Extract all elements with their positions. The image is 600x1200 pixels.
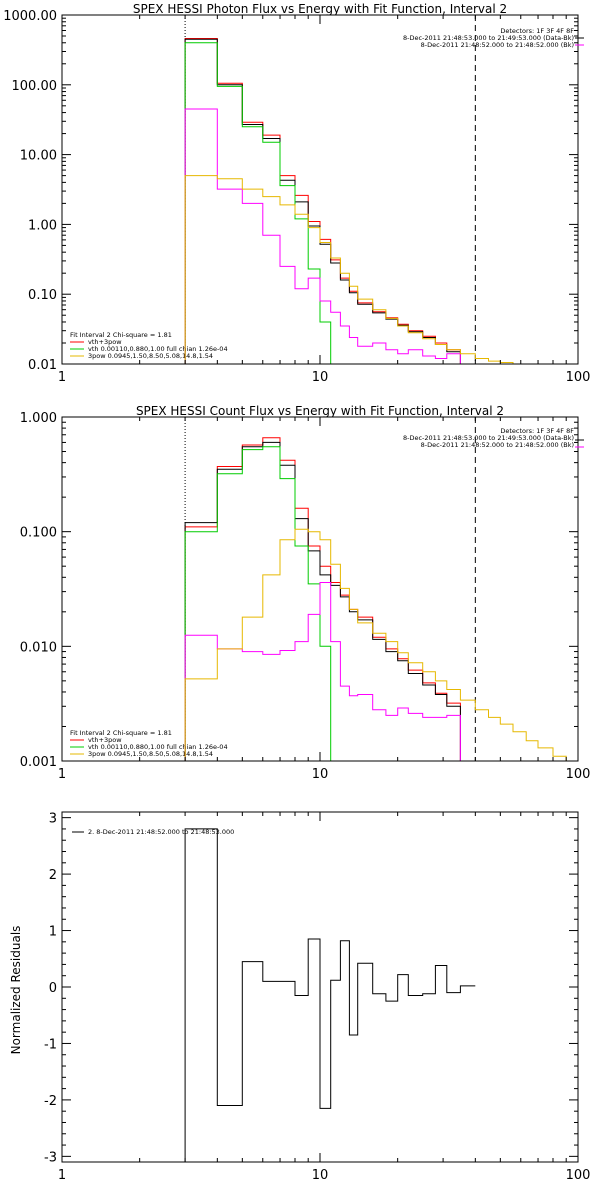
fit-line: vth 0.00110,0.880,1.00 full chian 1.26e-… [88, 345, 228, 353]
y-tick-label: 2 [49, 868, 57, 883]
y-tick-label: 10.00 [20, 149, 57, 164]
y-tick-label: 100.00 [12, 79, 58, 94]
y-tick-label: 1000.00 [3, 9, 57, 24]
series-line-2 [184, 446, 341, 761]
series-line-0 [184, 38, 461, 364]
y-tick-label: -2 [44, 1094, 57, 1109]
y-tick-label: 1 [49, 925, 57, 940]
fit-line: vth+3pow [88, 736, 122, 744]
x-tick-label: 1 [58, 370, 66, 385]
series-line-4 [184, 175, 567, 364]
series-line-2 [184, 42, 341, 364]
count-flux-panel: SPEX HESSI Count Flux vs Energy with Fit… [20, 404, 591, 782]
y-tick-label: 0 [49, 981, 57, 996]
y-tick-label: 0.010 [20, 640, 57, 655]
x-tick-label: 1 [58, 767, 66, 782]
residuals-panel: Normalized Residuals 2. 8-Dec-2011 21:48… [9, 811, 591, 1183]
x-tick-label: 100 [566, 1168, 591, 1183]
fit-line: vth 0.00110,0.880,1.00 full chian 1.26e-… [88, 743, 228, 751]
count-fit-legend: Fit Interval 2 Chi-square = 1.81 vth+3po… [70, 729, 228, 758]
series-line-1 [184, 38, 461, 364]
photon-fit-legend: Fit Interval 2 Chi-square = 1.81 vth+3po… [70, 331, 228, 360]
residuals-legend: 2. 8-Dec-2011 21:48:52.000 to 21:48:53.0… [88, 828, 234, 836]
series-line-3 [184, 582, 461, 761]
fit-line: Fit Interval 2 Chi-square = 1.81 [70, 729, 172, 737]
y-tick-label: 1.000 [20, 411, 57, 426]
series-group [184, 417, 578, 761]
header-line: Detectors: 1F 3F 4F 8F [500, 427, 574, 435]
series-line-0 [184, 828, 476, 1162]
y-tick-label: 0.10 [28, 288, 57, 303]
count-flux-title: SPEX HESSI Count Flux vs Energy with Fit… [136, 404, 504, 418]
series-group [184, 15, 567, 364]
y-tick-label: 3 [49, 812, 57, 827]
series-line-4 [184, 528, 578, 761]
x-tick-label: 10 [312, 767, 329, 782]
y-tick-label: 0.001 [20, 755, 57, 770]
x-tick-label: 1 [58, 1168, 66, 1183]
fit-line: 3pow 0.0945,1.50,8.50,5.08,14.8,1.54 [88, 750, 213, 758]
photon-flux-panel: SPEX HESSI Photon Flux vs Energy with Fi… [3, 2, 590, 385]
series-line-0 [184, 437, 461, 761]
series-line-3 [184, 108, 461, 364]
series-group [184, 828, 476, 1162]
photon-flux-title: SPEX HESSI Photon Flux vs Energy with Fi… [133, 2, 507, 16]
header-line: 8-Dec-2011 21:48:53.000 to 21:49:53.000 … [403, 434, 574, 442]
y-tick-label: -1 [44, 1037, 57, 1052]
y-tick-label: 0.01 [28, 358, 57, 373]
count-header-block: Detectors: 1F 3F 4F 8F 8-Dec-2011 21:48:… [403, 427, 574, 449]
x-tick-label: 10 [312, 370, 329, 385]
y-tick-label: -3 [44, 1150, 57, 1165]
header-line: 8-Dec-2011 21:48:52.000 to 21:48:52.000 … [421, 41, 574, 49]
fit-line: vth+3pow [88, 338, 122, 346]
x-tick-label: 10 [312, 1168, 329, 1183]
y-tick-label: 1.00 [28, 218, 57, 233]
y-tick-label: 0.100 [20, 526, 57, 541]
header-line: Detectors: 1F 3F 4F 8F [500, 27, 574, 35]
fit-line: Fit Interval 2 Chi-square = 1.81 [70, 331, 172, 339]
series-line-1 [184, 441, 461, 761]
residuals-ylabel: Normalized Residuals [9, 926, 23, 1055]
fit-line: 3pow 0.0945,1.50,8.50,5.08,14.8,1.54 [88, 352, 213, 360]
x-tick-label: 100 [566, 767, 591, 782]
header-line: 8-Dec-2011 21:48:53.000 to 21:49:53.000 … [403, 34, 574, 42]
header-line: 8-Dec-2011 21:48:52.000 to 21:48:52.000 … [421, 441, 574, 449]
x-tick-label: 100 [566, 370, 591, 385]
photon-header-block: Detectors: 1F 3F 4F 8F 8-Dec-2011 21:48:… [403, 27, 574, 49]
